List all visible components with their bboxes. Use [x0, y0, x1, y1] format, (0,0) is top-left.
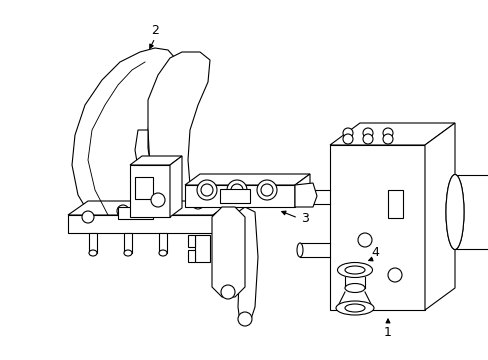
Circle shape	[261, 184, 272, 196]
Polygon shape	[130, 156, 182, 165]
Ellipse shape	[335, 301, 373, 315]
Circle shape	[357, 233, 371, 247]
Bar	[184, 185, 294, 207]
Ellipse shape	[89, 250, 97, 256]
Ellipse shape	[296, 190, 303, 204]
Circle shape	[238, 312, 251, 326]
Circle shape	[221, 285, 235, 299]
Bar	[187, 250, 195, 262]
Bar	[187, 235, 195, 247]
Ellipse shape	[445, 175, 463, 249]
Polygon shape	[72, 48, 175, 215]
Ellipse shape	[345, 266, 364, 274]
Bar	[220, 189, 249, 203]
Text: 2: 2	[151, 23, 159, 36]
Circle shape	[342, 128, 352, 138]
Circle shape	[362, 128, 372, 138]
Bar	[387, 190, 402, 218]
Ellipse shape	[445, 175, 463, 249]
Circle shape	[117, 205, 129, 217]
Ellipse shape	[345, 284, 364, 292]
Circle shape	[151, 193, 164, 207]
Ellipse shape	[337, 262, 372, 278]
Circle shape	[387, 268, 401, 282]
Polygon shape	[329, 123, 454, 145]
Ellipse shape	[296, 243, 303, 257]
Bar	[159, 233, 167, 253]
Polygon shape	[68, 201, 232, 215]
Polygon shape	[238, 207, 258, 325]
Polygon shape	[170, 156, 182, 217]
Circle shape	[157, 201, 169, 213]
Circle shape	[201, 184, 213, 196]
Circle shape	[192, 197, 203, 209]
Polygon shape	[130, 165, 170, 217]
Polygon shape	[212, 207, 244, 297]
Circle shape	[362, 134, 372, 144]
Bar	[89, 233, 97, 253]
Bar	[329, 145, 424, 310]
Circle shape	[382, 128, 392, 138]
Polygon shape	[184, 174, 309, 185]
Polygon shape	[68, 215, 213, 233]
Bar	[135, 177, 153, 199]
Polygon shape	[195, 235, 209, 262]
Ellipse shape	[345, 304, 364, 312]
Text: 1: 1	[383, 325, 391, 338]
Ellipse shape	[124, 250, 132, 256]
Bar	[118, 207, 153, 219]
Polygon shape	[148, 52, 209, 215]
Bar	[124, 233, 132, 253]
Ellipse shape	[159, 250, 167, 256]
Text: 4: 4	[370, 246, 378, 258]
Text: 3: 3	[301, 211, 308, 225]
Circle shape	[82, 211, 94, 223]
Circle shape	[197, 180, 217, 200]
Circle shape	[226, 180, 246, 200]
Polygon shape	[424, 123, 454, 310]
Circle shape	[342, 134, 352, 144]
Circle shape	[382, 134, 392, 144]
Circle shape	[230, 184, 243, 196]
Polygon shape	[135, 130, 152, 182]
Polygon shape	[294, 174, 309, 207]
Polygon shape	[294, 183, 316, 207]
Polygon shape	[213, 201, 232, 233]
Circle shape	[257, 180, 276, 200]
